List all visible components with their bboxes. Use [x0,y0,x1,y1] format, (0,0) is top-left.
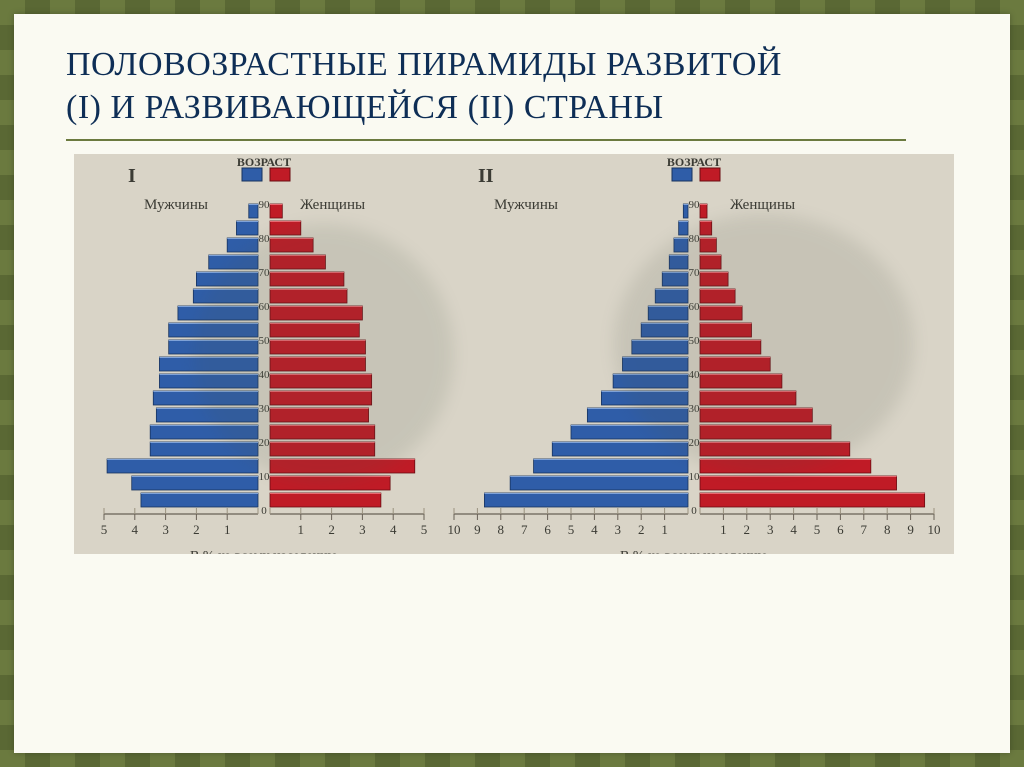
svg-text:6: 6 [837,522,844,537]
svg-text:7: 7 [861,522,868,537]
svg-text:Мужчины: Мужчины [144,197,208,213]
svg-text:Мужчины: Мужчины [494,197,558,213]
chart-container: IВОЗРАСТМужчиныЖенщины010203040506070809… [74,154,954,554]
male-bar [141,493,258,507]
page-title: ПОЛОВОЗРАСТНЫЕ ПИРАМИДЫ РАЗВИТОЙ (I) И Р… [14,14,1010,135]
svg-text:3: 3 [162,522,169,537]
svg-text:0: 0 [261,505,267,517]
svg-text:9: 9 [474,522,481,537]
svg-text:90: 90 [259,199,271,211]
svg-text:4: 4 [790,522,797,537]
svg-text:1: 1 [224,522,231,537]
svg-text:3: 3 [767,522,774,537]
svg-text:В % ко всему населению: В % ко всему населению [620,549,768,554]
svg-text:4: 4 [390,522,397,537]
svg-text:0: 0 [691,505,697,517]
svg-text:5: 5 [814,522,821,537]
svg-text:3: 3 [359,522,366,537]
svg-text:1: 1 [661,522,668,537]
svg-text:5: 5 [568,522,575,537]
svg-text:10: 10 [928,522,941,537]
svg-text:ВОЗРАСТ: ВОЗРАСТ [237,155,291,169]
female-bar [270,493,381,507]
svg-text:2: 2 [638,522,645,537]
female-bar [700,204,707,218]
female-bar [700,493,925,507]
male-bar [107,459,258,473]
svg-text:1: 1 [298,522,305,537]
svg-text:10: 10 [259,471,271,483]
male-bar [484,493,688,507]
svg-text:10: 10 [448,522,461,537]
svg-text:2: 2 [328,522,335,537]
female-bar [700,476,897,490]
svg-text:II: II [478,165,494,187]
background-smudge [194,224,454,484]
female-bar [270,204,282,218]
svg-text:10: 10 [689,471,701,483]
svg-text:8: 8 [884,522,891,537]
svg-text:I: I [128,165,136,187]
svg-text:6: 6 [544,522,551,537]
svg-text:5: 5 [421,522,428,537]
svg-text:4: 4 [591,522,598,537]
svg-text:1: 1 [720,522,727,537]
svg-text:8: 8 [498,522,505,537]
male-bar [534,459,688,473]
svg-text:ВОЗРАСТ: ВОЗРАСТ [667,155,721,169]
svg-text:2: 2 [744,522,751,537]
male-bar [683,204,688,218]
male-bar [249,204,258,218]
svg-text:Женщины: Женщины [730,197,795,213]
svg-text:Женщины: Женщины [300,197,365,213]
male-bar [132,476,258,490]
male-bar [236,221,258,235]
svg-text:5: 5 [101,522,108,537]
svg-text:3: 3 [615,522,622,537]
svg-text:9: 9 [907,522,914,537]
title-line-2: (I) И РАЗВИВАЮЩЕЙСЯ (II) СТРАНЫ [66,89,664,126]
male-bar [510,476,688,490]
svg-text:2: 2 [193,522,200,537]
slide: ПОЛОВОЗРАСТНЫЕ ПИРАМИДЫ РАЗВИТОЙ (I) И Р… [14,14,1010,753]
svg-text:90: 90 [689,199,701,211]
title-line-1: ПОЛОВОЗРАСТНЫЕ ПИРАМИДЫ РАЗВИТОЙ [66,46,782,83]
svg-text:4: 4 [132,522,139,537]
background-smudge [614,214,914,474]
title-underline [66,139,906,141]
svg-text:7: 7 [521,522,528,537]
svg-text:В % ко всему населению: В % ко всему населению [190,549,338,554]
